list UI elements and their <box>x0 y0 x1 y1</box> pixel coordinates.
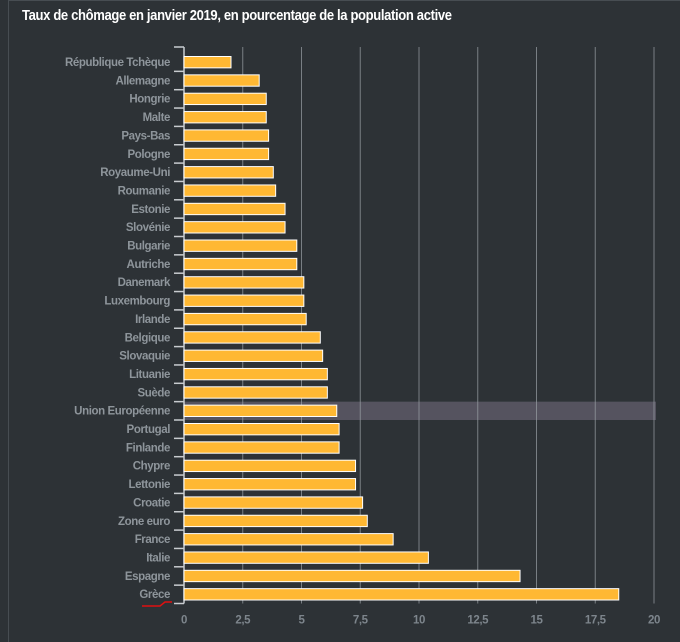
category-label: Luxembourg <box>104 296 170 308</box>
bar <box>183 129 270 142</box>
category-label: Slovaquie <box>119 351 170 363</box>
bar <box>183 459 357 473</box>
bar <box>183 74 260 87</box>
x-tick-label: 10 <box>413 615 425 627</box>
category-label: Pays-Bas <box>121 130 170 142</box>
x-tick-label: 7,5 <box>353 615 369 627</box>
bar <box>183 423 340 436</box>
category-label: Hongrie <box>129 94 170 106</box>
bar <box>183 588 620 601</box>
x-tick-label: 20 <box>648 615 660 627</box>
bar <box>183 349 324 362</box>
bar <box>183 569 521 583</box>
category-label: Zone euro <box>118 516 170 528</box>
bar <box>183 441 340 454</box>
category-label: Lituanie <box>129 369 170 381</box>
bar <box>183 56 232 69</box>
bar <box>183 367 328 381</box>
category-label: Pologne <box>127 149 170 161</box>
category-label: Allemagne <box>115 75 170 87</box>
bar <box>183 257 298 271</box>
bar <box>183 92 267 106</box>
bar <box>183 111 267 124</box>
bar <box>183 239 298 252</box>
category-label: Espagne <box>125 571 170 583</box>
category-label: Royaume-Uni <box>100 167 170 179</box>
bar <box>183 496 364 509</box>
category-label: Irlande <box>135 314 170 326</box>
category-label: Danemark <box>118 277 171 289</box>
bar <box>183 184 277 197</box>
chart-title: Taux de chômage en janvier 2019, en pour… <box>22 8 452 24</box>
bar <box>183 551 429 564</box>
category-label: France <box>135 534 170 546</box>
red-underline-mark <box>142 601 172 607</box>
bar <box>183 386 328 399</box>
category-label: Finlande <box>126 442 170 454</box>
bar <box>183 533 394 546</box>
bar <box>183 294 305 307</box>
category-label: Chypre <box>133 461 170 473</box>
x-tick-label: 12,5 <box>467 615 489 627</box>
category-label: Union Européenne <box>74 406 170 418</box>
category-label: Croatie <box>133 497 170 509</box>
category-label: Bulgarie <box>127 241 170 253</box>
chart-frame <box>8 0 680 642</box>
category-label: Belgique <box>125 332 170 344</box>
category-label: Suède <box>137 387 170 399</box>
bar <box>183 276 305 289</box>
bar <box>183 331 321 344</box>
bar <box>183 166 274 179</box>
x-tick-label: 0 <box>181 615 187 627</box>
category-label: Grèce <box>139 589 170 601</box>
category-label: Portugal <box>127 424 171 436</box>
x-tick-label: 17,5 <box>585 615 607 627</box>
category-label: Estonie <box>131 204 170 216</box>
bar <box>183 514 368 528</box>
category-label: Italie <box>146 552 170 564</box>
category-label: Slovénie <box>126 222 170 234</box>
category-label: Malte <box>143 112 170 124</box>
bar <box>183 221 286 234</box>
bar <box>183 478 357 491</box>
bar <box>183 312 307 326</box>
bar <box>183 147 270 161</box>
x-tick-label: 15 <box>531 615 544 627</box>
category-label: Lettonie <box>128 479 170 491</box>
category-label: Roumanie <box>118 185 170 197</box>
x-tick-label: 2,5 <box>235 615 251 627</box>
bar <box>183 202 286 216</box>
bar <box>183 404 338 417</box>
category-label: Autriche <box>127 259 170 271</box>
x-tick-label: 5 <box>299 615 306 627</box>
category-label: République Tchèque <box>65 57 170 69</box>
